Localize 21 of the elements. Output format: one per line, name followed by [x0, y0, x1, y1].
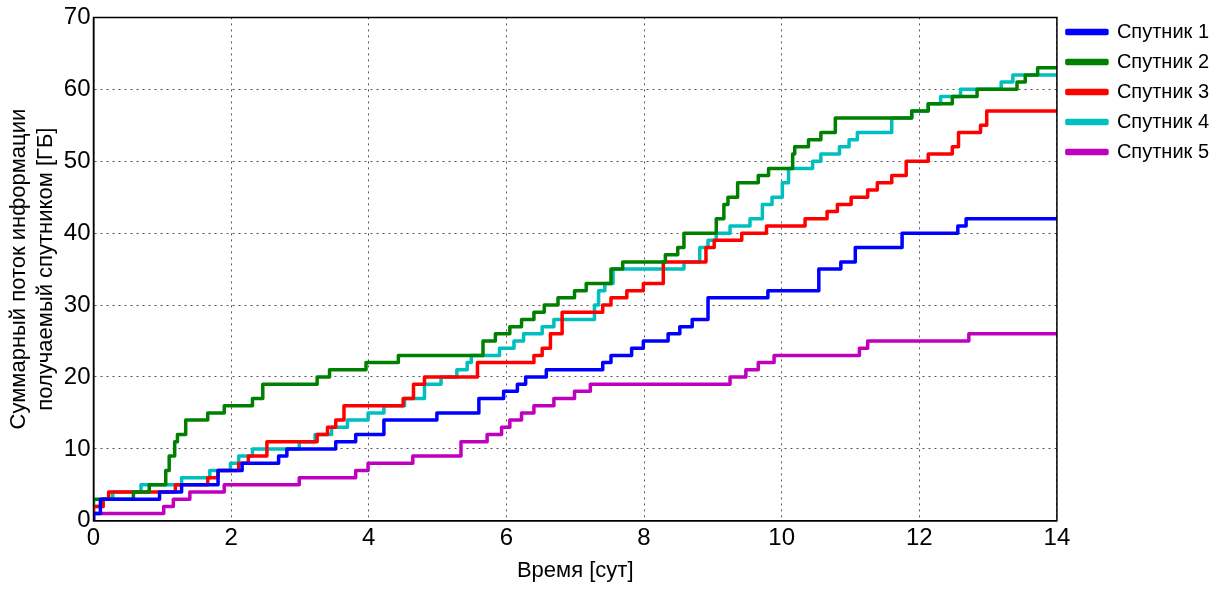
x-tick-label: 2: [224, 522, 238, 550]
y-tick-label: 70: [63, 2, 91, 30]
x-tick-label: 8: [637, 522, 651, 550]
y-tick-label: 40: [63, 217, 91, 245]
y-tick-label: 50: [63, 145, 91, 173]
x-tick-label: 14: [1043, 522, 1071, 550]
legend-label: Спутник 4: [1116, 109, 1210, 132]
x-tick-label: 10: [768, 522, 796, 550]
legend-label: Спутник 3: [1116, 79, 1210, 102]
legend-label: Спутник 5: [1116, 139, 1210, 162]
legend-label: Спутник 1: [1116, 19, 1210, 42]
x-tick-label: 12: [905, 522, 933, 550]
x-tick-label: 4: [362, 522, 376, 550]
x-axis-title: Время [сут]: [516, 556, 634, 582]
y-tick-label: 20: [63, 361, 91, 389]
y-tick-label: 30: [63, 289, 91, 317]
y-tick-label: 10: [63, 433, 91, 461]
y-tick-label: 60: [63, 73, 91, 101]
legend-label: Спутник 2: [1116, 49, 1210, 72]
x-tick-label: 6: [499, 522, 514, 550]
y-axis-title: Суммарный поток информации получаемый спутником [ГБ]: [5, 108, 57, 430]
